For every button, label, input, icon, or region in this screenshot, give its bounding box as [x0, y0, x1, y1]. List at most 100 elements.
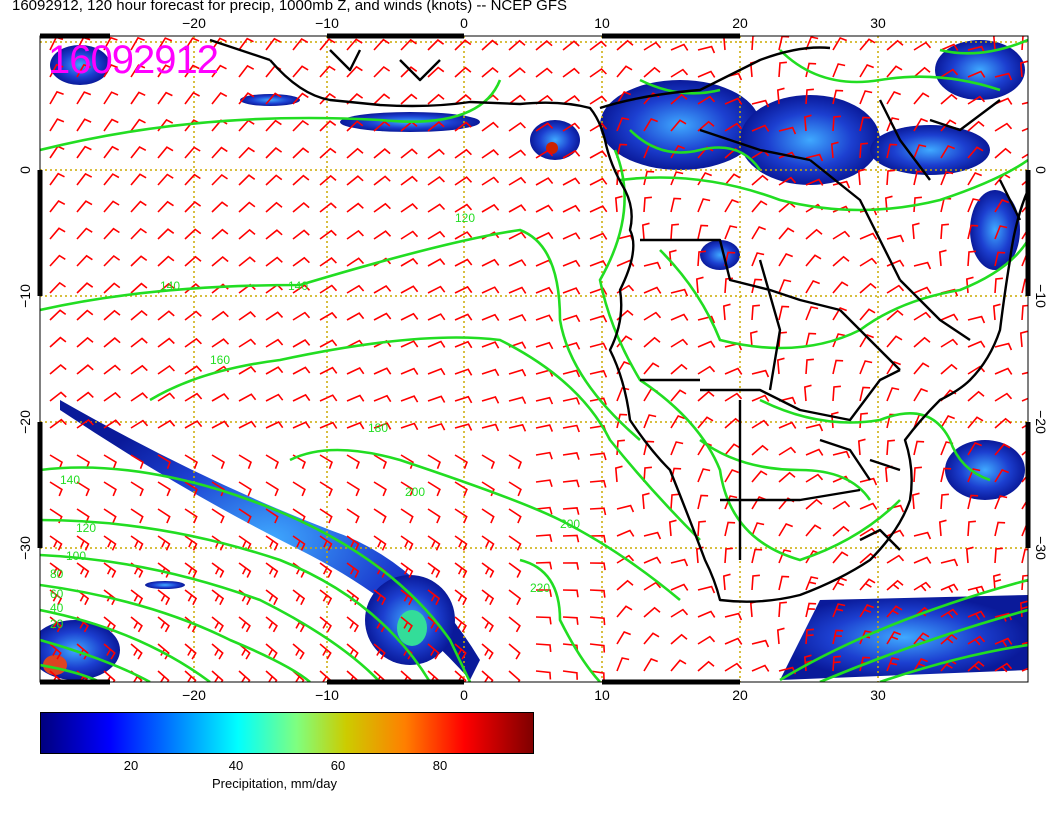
wind-barb — [1021, 397, 1028, 402]
wind-barb — [184, 64, 200, 78]
wind-barb — [76, 254, 93, 267]
wind-barb — [103, 173, 120, 186]
wind-barb — [994, 199, 1009, 213]
wind-barb — [157, 481, 171, 497]
wind-barb — [724, 199, 739, 213]
wind-barb — [400, 148, 418, 159]
wind-barb — [859, 360, 873, 375]
wind-barb — [697, 585, 716, 594]
wind-barb — [265, 670, 278, 682]
wind-barb — [238, 393, 257, 402]
wind-barb — [157, 173, 174, 186]
wind-barb — [319, 120, 337, 132]
wind-barb — [103, 282, 121, 294]
wind-barb — [830, 411, 839, 429]
wind-barb — [211, 91, 228, 105]
wind-barb — [184, 119, 201, 132]
wind-barb — [319, 562, 333, 578]
wind-barb — [940, 363, 958, 375]
wind-barb — [589, 287, 608, 295]
wind-barb — [49, 454, 63, 469]
wind-barb — [562, 369, 581, 378]
wind-barb — [211, 146, 228, 159]
wind-barb — [346, 421, 365, 430]
colorbar-tick-label: 40 — [228, 758, 244, 773]
wind-barb — [346, 257, 365, 267]
wind-barb — [346, 229, 364, 240]
wind-barb — [967, 660, 985, 672]
wind-barb — [805, 62, 817, 78]
wind-barb — [49, 118, 65, 132]
wind-barb — [641, 222, 650, 240]
wind-barb — [805, 254, 822, 267]
wind-barb — [1021, 667, 1028, 672]
wind-barb — [400, 616, 413, 633]
wind-barb — [886, 234, 905, 243]
wind-barb — [859, 308, 876, 321]
wind-barb — [292, 311, 311, 321]
wind-barb — [695, 276, 704, 294]
wind-barb — [805, 602, 817, 618]
wind-barb — [562, 452, 580, 460]
wind-barb — [967, 610, 986, 621]
wind-barb — [346, 284, 365, 294]
wind-barb — [832, 180, 851, 189]
wind-barb — [967, 635, 986, 646]
wind-barb — [994, 637, 1013, 648]
wind-barb — [776, 627, 785, 645]
wind-barb — [805, 576, 819, 591]
wind-barb — [130, 508, 144, 524]
wind-barb — [211, 392, 230, 402]
wind-barb — [778, 36, 790, 51]
wind-barb — [481, 481, 495, 497]
wind-barb — [238, 454, 252, 469]
wind-barb — [940, 313, 959, 321]
wind-barb — [130, 616, 143, 633]
wind-barb — [535, 314, 554, 322]
wind-barb — [76, 364, 94, 375]
wind-barb — [913, 311, 932, 321]
wind-barb — [130, 145, 147, 159]
wind-barb — [616, 39, 634, 51]
wind-barb — [940, 583, 959, 594]
lat-tick-label: −20 — [17, 410, 33, 434]
wind-barb — [400, 562, 414, 578]
wind-barb — [884, 465, 893, 483]
wind-barb — [589, 616, 606, 626]
contour-label: 200 — [405, 485, 425, 499]
wind-barb — [886, 39, 904, 51]
wind-barb — [670, 93, 688, 105]
wind-barb — [184, 365, 203, 375]
wind-barb — [535, 231, 554, 240]
wind-barb — [670, 608, 689, 618]
wind-barb — [319, 229, 337, 240]
wind-barb — [265, 201, 283, 213]
contour-label: 120 — [76, 521, 96, 535]
wind-barb — [319, 589, 333, 606]
wind-barb — [940, 145, 955, 159]
wind-barb — [319, 284, 338, 294]
wind-barb — [886, 284, 905, 294]
lat-labels-right: 0 −10 −20 −30 — [1033, 166, 1049, 560]
wind-barb — [211, 643, 224, 660]
wind-barb — [697, 70, 716, 78]
wind-barb — [886, 361, 901, 375]
lon-tick-label: 30 — [870, 687, 886, 703]
wind-barb — [319, 394, 338, 402]
wind-barb — [130, 200, 147, 213]
wind-barb — [697, 520, 706, 537]
wind-barb — [562, 204, 581, 213]
wind-barb — [751, 200, 768, 213]
wind-barb — [103, 481, 117, 497]
wind-barb — [994, 367, 1013, 375]
wind-barb — [859, 257, 878, 267]
wind-barb — [589, 40, 607, 51]
wind-barb — [319, 508, 333, 524]
wind-barb — [886, 387, 900, 402]
wind-barb — [157, 37, 173, 51]
wind-barb — [778, 279, 792, 294]
wind-barb — [832, 37, 847, 51]
wind-barb — [535, 177, 554, 186]
wind-barb — [589, 589, 606, 598]
wind-barb — [238, 174, 256, 186]
